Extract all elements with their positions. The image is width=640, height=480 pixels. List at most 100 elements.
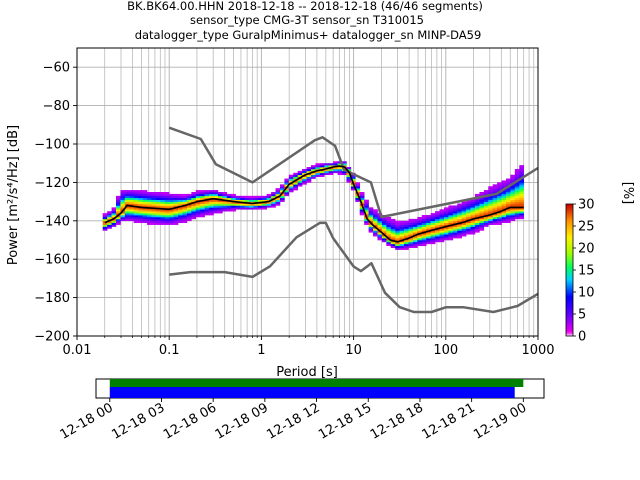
colorbar-segment [566,238,573,241]
heatmap-cell [173,215,179,218]
heatmap-cell [492,216,498,220]
heatmap-cell [186,201,192,204]
y-tick-label: −180 [34,291,70,306]
heatmap-cell [368,209,374,212]
heatmap-cell [386,234,392,237]
heatmap-cell [169,222,174,225]
heatmap-cell [417,220,423,224]
heatmap-cell [412,222,418,225]
heatmap-cell [359,197,365,200]
heatmap-cell [421,216,427,220]
heatmap-cell [461,216,467,220]
heatmap-cell [479,197,485,200]
colorbar-segment [566,260,573,263]
heatmap-cell [173,213,179,216]
heatmap-cell [510,218,516,222]
heatmap-cell [324,172,330,176]
heatmap-cell [488,211,493,214]
heatmap-cell [302,182,307,185]
heatmap-cell [439,218,445,222]
heatmap-cell [129,209,135,212]
heatmap-cell [355,199,361,202]
heatmap-cell [399,243,405,247]
heatmap-cell [133,213,139,216]
heatmap-cell [178,220,183,224]
heatmap-cell [386,224,392,227]
heatmap-cell [417,226,423,229]
heatmap-cell [129,199,135,202]
heatmap-cell [248,203,254,206]
heatmap-cell [399,234,405,237]
heatmap-cell [155,199,161,202]
heatmap-cell [457,224,462,227]
heatmap-cell [115,222,121,225]
heatmap-cell [178,193,183,197]
heatmap-cell [253,195,259,199]
heatmap-cell [342,172,347,176]
heatmap-cell [266,193,272,197]
heatmap-cell [191,192,197,195]
heatmap-cell [253,205,259,208]
heatmap-cell [164,192,170,195]
heatmap-cell [186,216,192,220]
heatmap-cell [217,199,223,202]
heatmap-cell [186,218,192,222]
heatmap-cell [373,218,378,222]
heatmap-cell [474,224,480,227]
heatmap-cell [284,182,290,185]
colorbar-segment [566,264,573,267]
heatmap-cell [395,247,400,250]
heatmap-cell [439,215,445,218]
timeline-tick-label: 12-18 12 [264,400,322,442]
heatmap-cell [107,215,112,218]
heatmap-cell [470,220,476,224]
heatmap-cell [124,199,130,202]
heatmap-cell [435,218,440,222]
heatmap-cell [337,167,343,170]
heatmap-cell [514,186,520,189]
heatmap-cell [435,238,440,241]
heatmap-cell [443,209,449,212]
heatmap-cell [368,216,374,220]
heatmap-cell [412,243,418,247]
heatmap-cell [461,226,467,229]
heatmap-cell [284,190,290,193]
y-tick-label: −60 [43,61,70,76]
heatmap-cell [346,172,352,176]
colorbar-segment [566,316,573,319]
heatmap-cell [275,188,281,191]
heatmap-cell [390,236,396,239]
heatmap-cell [147,192,152,195]
colorbar-segment [566,210,573,213]
heatmap-cell [133,209,139,212]
heatmap-cell [474,209,480,212]
heatmap-cell [142,211,148,214]
heatmap-cell [115,199,121,202]
heatmap-cell [173,197,179,200]
heatmap-cell [510,186,516,189]
heatmap-cell [377,234,383,237]
heatmap-cell [514,207,520,210]
heatmap-cell [452,205,458,208]
heatmap-cell [373,230,378,233]
heatmap-cell [488,192,493,195]
heatmap-cell [377,228,383,231]
heatmap-cell [381,224,387,227]
heatmap-cell [501,197,507,200]
heatmap-cell [443,236,449,239]
heatmap-cell [155,211,161,214]
heatmap-cell [479,228,485,231]
heatmap-cell [390,241,396,245]
colorbar-segment [566,328,573,331]
colorbar-segment [566,312,573,315]
heatmap-cell [501,190,507,193]
heatmap-cell [395,220,400,224]
heatmap-cell [435,234,440,237]
heatmap-cell [164,222,170,225]
colorbar-tick-label: 15 [578,264,595,279]
heatmap-cell [324,165,330,168]
heatmap-cell [368,224,374,227]
heatmap-cell [217,205,223,208]
heatmap-cell [492,220,498,224]
